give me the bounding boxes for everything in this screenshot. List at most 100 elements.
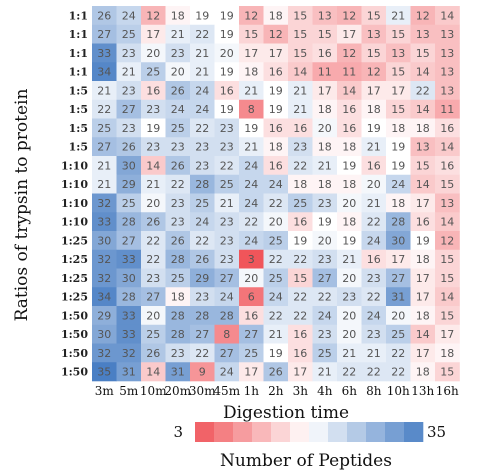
y-tick-label: 1:25 bbox=[61, 234, 88, 247]
heatmap-cell bbox=[288, 249, 313, 269]
x-tick-label: 10h bbox=[387, 384, 410, 398]
cell-value-label: 25 bbox=[146, 328, 160, 341]
heatmap-cell bbox=[263, 306, 289, 326]
cell-value-label: 19 bbox=[391, 141, 405, 154]
heatmap-cell bbox=[116, 6, 142, 26]
cell-value-label: 14 bbox=[416, 103, 430, 116]
heatmap-cell bbox=[386, 6, 411, 26]
heatmap-cell bbox=[116, 99, 142, 119]
heatmap-cell bbox=[263, 156, 289, 176]
cell-value-label: 15 bbox=[367, 9, 381, 22]
cell-value-label: 18 bbox=[293, 178, 307, 191]
heatmap-cell bbox=[239, 99, 264, 119]
cell-value-label: 17 bbox=[293, 366, 307, 379]
heatmap-cell bbox=[263, 343, 289, 363]
cell-value-label: 24 bbox=[220, 366, 234, 379]
heatmap-cell bbox=[312, 99, 338, 119]
heatmap-cell bbox=[435, 343, 460, 363]
heatmap-cell bbox=[141, 306, 166, 326]
x-tick-label: 5m bbox=[119, 384, 139, 398]
heatmap-cell bbox=[410, 99, 436, 119]
cell-value-label: 13 bbox=[416, 141, 430, 154]
heatmap-cell bbox=[337, 174, 362, 194]
heatmap-cell bbox=[410, 118, 436, 138]
cell-value-label: 23 bbox=[171, 197, 185, 210]
heatmap-cell bbox=[165, 324, 191, 344]
cell-value-label: 17 bbox=[416, 272, 430, 285]
cell-value-label: 18 bbox=[342, 178, 356, 191]
heatmap-cell bbox=[141, 174, 166, 194]
heatmap-cell bbox=[214, 118, 240, 138]
y-tick-label: 1:50 bbox=[61, 309, 88, 322]
heatmap-cell bbox=[263, 43, 289, 63]
heatmap-cell bbox=[410, 137, 436, 157]
cell-value-label: 3 bbox=[248, 253, 255, 266]
cell-value-label: 34 bbox=[97, 66, 111, 79]
heatmap-cell bbox=[239, 43, 264, 63]
cell-value-label: 15 bbox=[293, 47, 307, 60]
cell-value-label: 21 bbox=[195, 47, 209, 60]
cell-value-label: 23 bbox=[318, 328, 332, 341]
heatmap-cell bbox=[337, 156, 362, 176]
heatmap-cell bbox=[92, 212, 117, 232]
heatmap-cell bbox=[263, 99, 289, 119]
heatmap-cell bbox=[239, 6, 264, 26]
heatmap-cell bbox=[190, 62, 215, 82]
heatmap-cell bbox=[361, 324, 387, 344]
heatmap-cell bbox=[214, 62, 240, 82]
heatmap-cell bbox=[92, 24, 117, 44]
cell-value-label: 23 bbox=[171, 141, 185, 154]
cell-value-label: 22 bbox=[220, 159, 234, 172]
heatmap-cell bbox=[312, 43, 338, 63]
cell-value-label: 32 bbox=[122, 347, 136, 360]
heatmap-cell bbox=[386, 343, 411, 363]
heatmap-cell bbox=[312, 156, 338, 176]
x-tick-label: 1h bbox=[244, 384, 260, 398]
heatmap-cell bbox=[410, 81, 436, 101]
cell-value-label: 22 bbox=[195, 234, 209, 247]
heatmap-cell bbox=[165, 62, 191, 82]
cell-value-label: 18 bbox=[318, 178, 332, 191]
heatmap-cell bbox=[141, 81, 166, 101]
heatmap-cell bbox=[116, 249, 142, 269]
cell-value-label: 22 bbox=[269, 309, 283, 322]
heatmap-cell bbox=[337, 118, 362, 138]
heatmap-cell bbox=[435, 62, 460, 82]
cell-value-label: 32 bbox=[97, 347, 111, 360]
cell-value-label: 18 bbox=[342, 216, 356, 229]
cell-value-label: 22 bbox=[367, 216, 381, 229]
heatmap-cell bbox=[214, 24, 240, 44]
cell-value-label: 25 bbox=[171, 272, 185, 285]
cell-value-label: 20 bbox=[146, 197, 160, 210]
cell-value-label: 21 bbox=[244, 84, 258, 97]
heatmap-cell bbox=[165, 249, 191, 269]
heatmap-cell bbox=[141, 137, 166, 157]
y-tick-label: 1:10 bbox=[61, 216, 88, 229]
heatmap-cell bbox=[239, 212, 264, 232]
cell-value-label: 30 bbox=[97, 328, 111, 341]
colorbar-segment bbox=[347, 422, 367, 442]
cell-value-label: 24 bbox=[244, 234, 258, 247]
cell-value-label: 23 bbox=[195, 141, 209, 154]
cell-value-label: 17 bbox=[367, 84, 381, 97]
heatmap-cell bbox=[410, 43, 436, 63]
heatmap-cell bbox=[410, 343, 436, 363]
heatmap-cell bbox=[190, 249, 215, 269]
x-tick-label: 3h bbox=[293, 384, 309, 398]
heatmap-cell bbox=[116, 287, 142, 307]
heatmap-cell bbox=[116, 118, 142, 138]
heatmap-cell bbox=[435, 306, 460, 326]
cell-value-label: 34 bbox=[97, 291, 111, 304]
cell-value-label: 33 bbox=[122, 328, 136, 341]
cell-value-label: 16 bbox=[293, 328, 307, 341]
cell-value-label: 23 bbox=[122, 84, 136, 97]
cell-value-label: 25 bbox=[122, 28, 136, 41]
cell-value-label: 14 bbox=[440, 9, 454, 22]
cell-value-label: 24 bbox=[244, 197, 258, 210]
heatmap-cell bbox=[288, 212, 313, 232]
cell-value-label: 22 bbox=[391, 347, 405, 360]
heatmap-cell bbox=[337, 362, 362, 382]
heatmap-cell bbox=[165, 268, 191, 288]
